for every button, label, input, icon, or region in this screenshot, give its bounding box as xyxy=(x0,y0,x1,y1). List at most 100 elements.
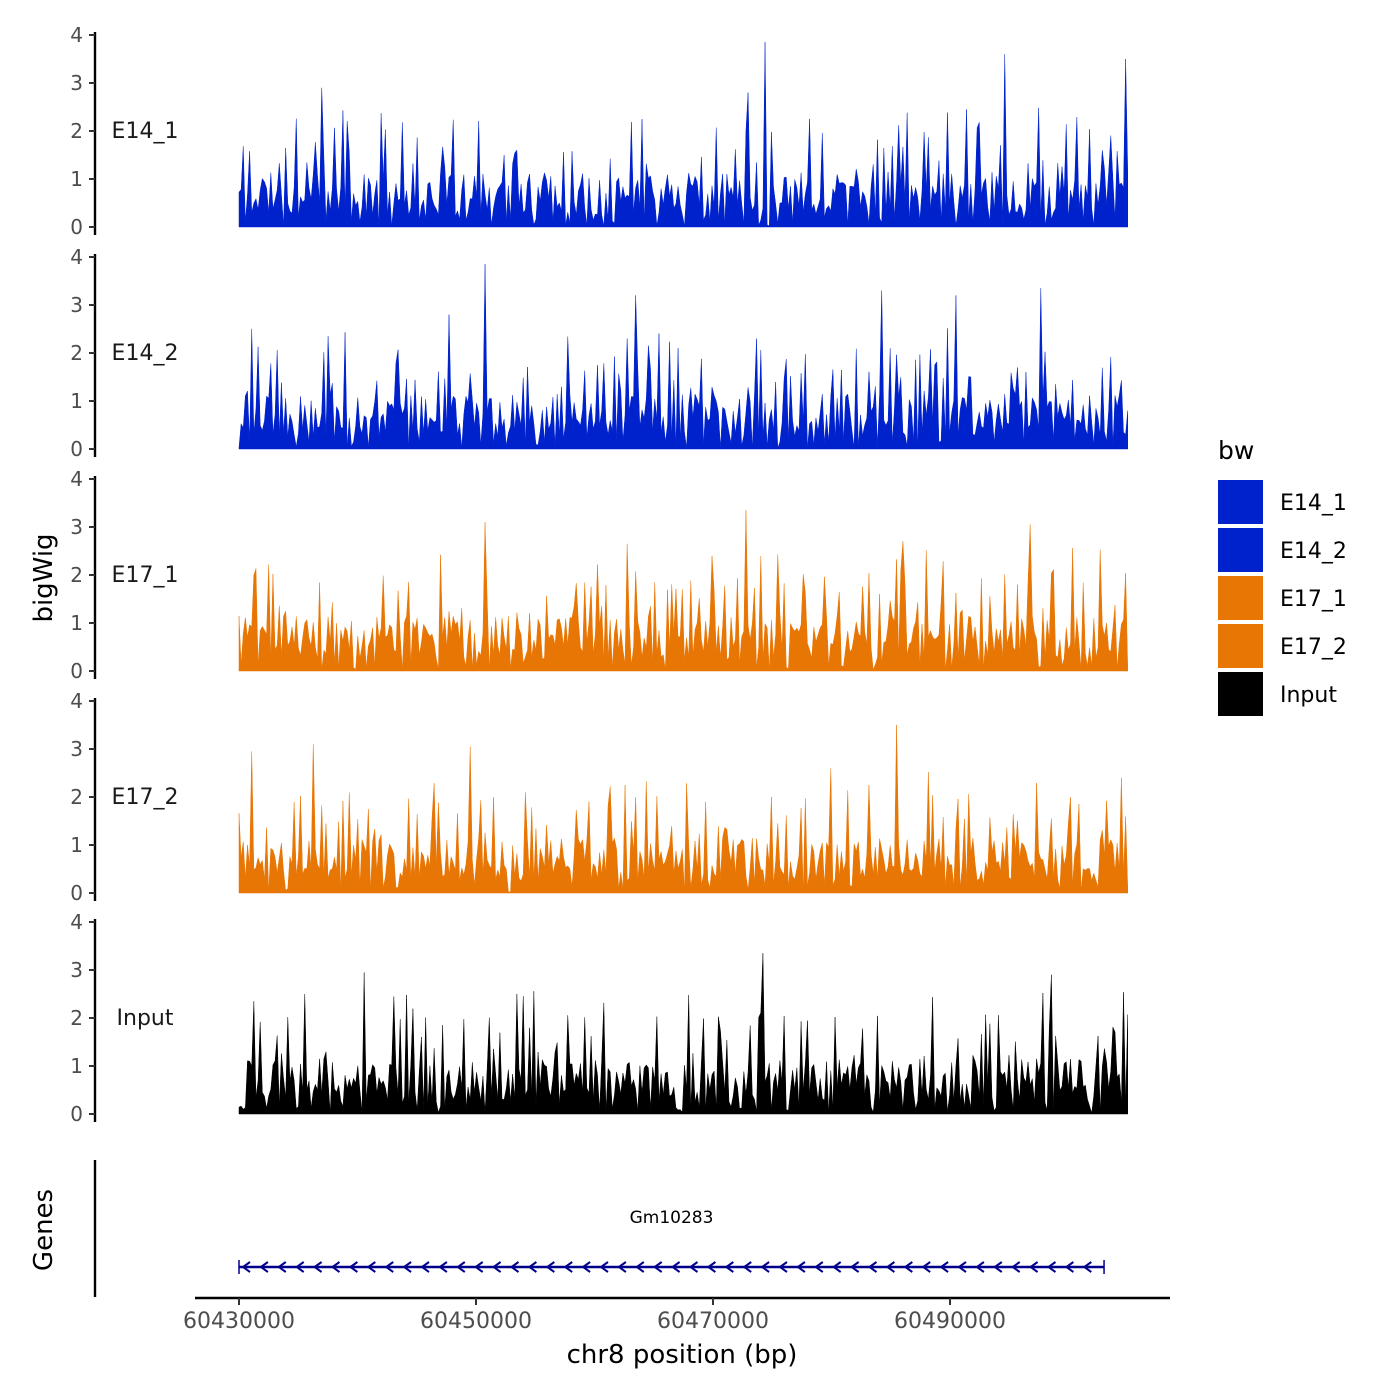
legend-swatch xyxy=(1218,480,1263,524)
legend-swatch xyxy=(1218,576,1263,620)
legend-swatch xyxy=(1218,528,1263,572)
strand-arrow xyxy=(599,1261,609,1273)
x-tick-label: 60450000 xyxy=(420,1309,532,1334)
strand-arrow xyxy=(545,1261,555,1273)
strand-arrow xyxy=(348,1261,358,1273)
strand-arrow xyxy=(527,1261,537,1273)
strand-arrow xyxy=(259,1261,269,1273)
strand-arrow xyxy=(277,1261,287,1273)
strand-arrow xyxy=(993,1261,1003,1273)
y-tick-label: 0 xyxy=(70,1102,83,1126)
y-tick-label: 0 xyxy=(70,881,83,905)
strand-arrow xyxy=(330,1261,341,1273)
track-label: E14_1 xyxy=(112,119,179,144)
strand-arrow xyxy=(831,1261,842,1273)
y-tick-label: 4 xyxy=(70,467,83,491)
x-tick-label: 60490000 xyxy=(894,1309,1006,1334)
legend-entry-E17_1: E17_1 xyxy=(1218,576,1347,620)
strand-arrow xyxy=(921,1261,931,1273)
strand-arrow xyxy=(652,1261,663,1273)
strand-arrow xyxy=(1028,1261,1039,1273)
legend-label: E17_2 xyxy=(1280,635,1347,660)
strand-arrow xyxy=(760,1261,770,1273)
strand-arrow xyxy=(473,1261,484,1273)
y-tick-label: 1 xyxy=(70,611,83,635)
track-Input: 0 1 2 3 4 Input xyxy=(70,910,1128,1126)
signal-area xyxy=(238,510,1128,672)
strand-arrow xyxy=(688,1261,699,1273)
strand-arrow xyxy=(849,1261,860,1273)
strand-arrow xyxy=(867,1261,878,1273)
x-axis-title: chr8 position (bp) xyxy=(567,1340,798,1370)
y-tick-label: 3 xyxy=(70,958,83,982)
strand-arrow xyxy=(1046,1261,1057,1273)
strand-arrow xyxy=(1010,1261,1021,1273)
legend-title: bw xyxy=(1218,436,1254,465)
strand-arrow xyxy=(241,1261,251,1273)
y-tick-label: 0 xyxy=(70,437,83,461)
y-tick-label: 2 xyxy=(70,563,83,587)
signal-area xyxy=(238,264,1128,450)
signal-area xyxy=(238,42,1128,228)
signal-area xyxy=(238,953,1128,1115)
strand-arrow xyxy=(312,1261,323,1273)
strand-arrow xyxy=(796,1261,806,1273)
legend-entry-Input: Input xyxy=(1218,672,1337,716)
legend-label: E14_1 xyxy=(1280,491,1347,516)
gene-label: Gm10283 xyxy=(630,1208,714,1228)
x-tick-label: 60470000 xyxy=(657,1309,769,1334)
y-tick-label: 1 xyxy=(70,389,83,413)
strand-arrow xyxy=(885,1261,895,1273)
strand-arrow xyxy=(975,1261,985,1273)
track-E14_2: 0 1 2 3 4 E14_2 xyxy=(70,245,1128,461)
legend: E14_1 E14_2 E17_1 E17_2 Input xyxy=(1218,480,1347,716)
y-tick-label: 4 xyxy=(70,689,83,713)
strand-arrow xyxy=(438,1261,448,1273)
strand-arrow xyxy=(617,1261,627,1273)
track-label: Input xyxy=(117,1006,174,1031)
x-tick-label: 60430000 xyxy=(183,1309,295,1334)
y-tick-label: 0 xyxy=(70,215,83,239)
y-tick-label: 4 xyxy=(70,910,83,934)
strand-arrow xyxy=(581,1261,591,1273)
y-tick-label: 1 xyxy=(70,833,83,857)
y-tick-label: 4 xyxy=(70,23,83,47)
track-E17_1: 0 1 2 3 4 E17_1 xyxy=(70,467,1128,683)
track-E17_2: 0 1 2 3 4 E17_2 xyxy=(70,689,1128,905)
strand-arrow xyxy=(814,1261,824,1273)
legend-label: Input xyxy=(1280,683,1337,708)
legend-swatch xyxy=(1218,672,1263,716)
y-tick-label: 3 xyxy=(70,71,83,95)
strand-arrow xyxy=(724,1261,734,1273)
y-axis-title: bigWig xyxy=(29,533,59,622)
y-tick-label: 2 xyxy=(70,119,83,143)
tracks-layer: 0 1 2 3 4 E14_1 0 1 2 3 4 E14_2 0 1 2 3 4 E17_1 0 1 2 3 4 E17_2… xyxy=(70,23,1128,1126)
strand-arrow xyxy=(903,1261,913,1273)
strand-arrow xyxy=(509,1261,520,1273)
legend-swatch xyxy=(1218,624,1263,668)
legend-label: E14_2 xyxy=(1280,539,1347,564)
strand-arrow xyxy=(635,1261,645,1273)
strand-arrow xyxy=(706,1261,716,1273)
legend-entry-E17_2: E17_2 xyxy=(1218,624,1347,668)
strand-arrow xyxy=(366,1261,376,1273)
track-label: E17_2 xyxy=(112,785,179,810)
legend-label: E17_1 xyxy=(1280,587,1347,612)
strand-arrow xyxy=(939,1261,949,1273)
track-label: E14_2 xyxy=(112,341,179,366)
x-axis: 60430000 60450000 60470000 60490000 xyxy=(183,1296,1170,1334)
strand-arrow xyxy=(1064,1261,1074,1273)
y-tick-label: 2 xyxy=(70,341,83,365)
strand-arrow xyxy=(491,1261,502,1273)
gene-Gm10283: Gm10283 xyxy=(238,1208,1105,1274)
strand-arrow xyxy=(563,1261,573,1273)
track-label: E17_1 xyxy=(112,563,179,588)
genes-panel-label: Genes xyxy=(29,1189,59,1271)
y-tick-label: 3 xyxy=(70,515,83,539)
y-tick-label: 3 xyxy=(70,293,83,317)
signal-area xyxy=(238,724,1128,894)
strand-arrow xyxy=(1082,1261,1092,1273)
gene-track-layer: Gm10283 xyxy=(93,1160,1105,1297)
strand-arrow xyxy=(742,1261,752,1273)
strand-arrow xyxy=(957,1261,967,1273)
